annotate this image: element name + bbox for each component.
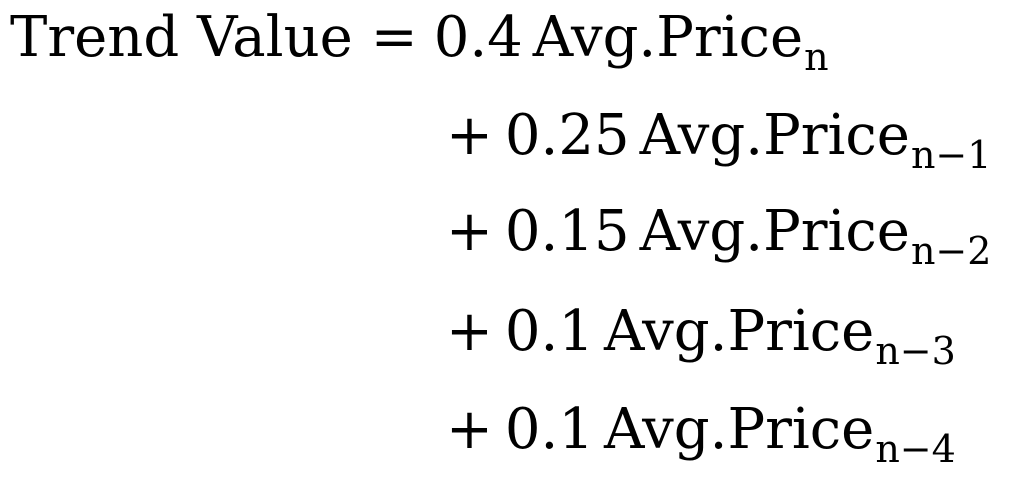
term-5-variable: Avg.Price [603,397,875,462]
term-2-operator: + [446,103,493,168]
term-1-coefficient: 0.4 [433,5,523,70]
term-2-variable: Avg.Price [639,103,910,168]
formula-row-2: +0.25 Avg.Pricen−1 [446,103,991,175]
term-1-subscript: n [804,35,829,79]
formula-lhs: Trend Value [10,5,353,70]
formula-row-3: +0.15 Avg.Pricen−2 [446,199,991,271]
term-2-coefficient: 0.25 [504,103,630,168]
term-3-operator: + [446,199,493,264]
term-5-operator: + [446,397,493,462]
term-1-variable: Avg.Price [532,5,804,70]
formula-row-1: Trend Value = 0.4 Avg.Pricen [10,5,829,77]
formula-row-5: +0.1 Avg.Pricen−4 [446,397,956,469]
term-4-variable: Avg.Price [603,299,875,364]
term-2-subscript: n−1 [910,133,992,177]
term-4-operator: + [446,299,493,364]
term-3-subscript: n−2 [910,229,992,273]
equals-sign: = [370,5,418,70]
term-3-coefficient: 0.15 [504,199,630,264]
term-4-coefficient: 0.1 [504,299,594,364]
term-5-coefficient: 0.1 [504,397,594,462]
term-4-subscript: n−3 [875,329,956,373]
term-5-subscript: n−4 [875,427,956,471]
term-3-variable: Avg.Price [639,199,910,264]
formula-row-4: +0.1 Avg.Pricen−3 [446,299,956,371]
